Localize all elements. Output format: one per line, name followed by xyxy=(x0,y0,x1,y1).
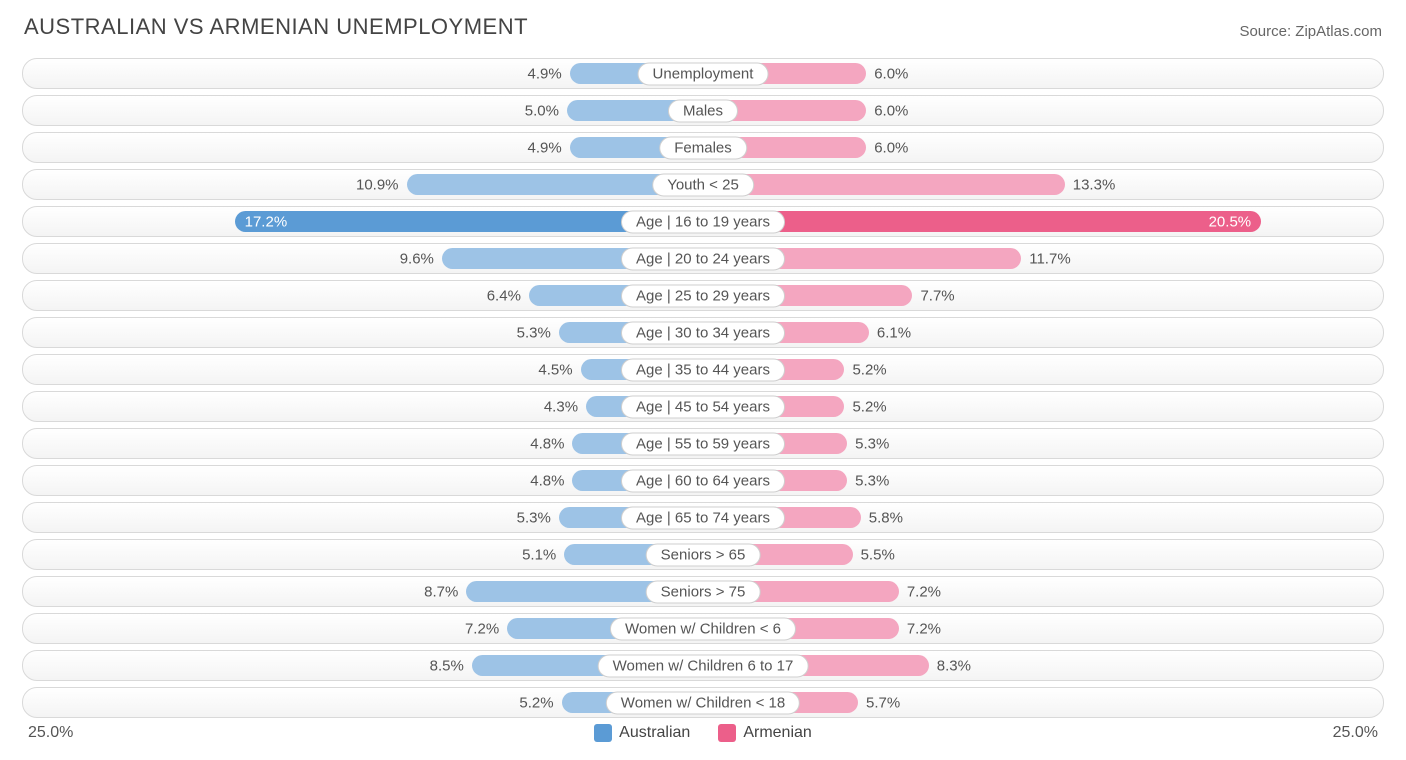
value-australian: 4.9% xyxy=(528,65,562,82)
chart-row: 4.9% 6.0% Unemployment xyxy=(22,58,1384,89)
row-label: Age | 65 to 74 years xyxy=(621,506,785,529)
chart-row: 5.2% 5.7% Women w/ Children < 18 xyxy=(22,687,1384,718)
axis-max-left: 25.0% xyxy=(28,724,73,742)
chart-row: 4.3% 5.2% Age | 45 to 54 years xyxy=(22,391,1384,422)
legend-swatch-armenian xyxy=(718,724,736,742)
row-label: Women w/ Children < 18 xyxy=(606,691,800,714)
row-label: Females xyxy=(659,136,747,159)
chart-row: 5.3% 6.1% Age | 30 to 34 years xyxy=(22,317,1384,348)
value-australian: 8.5% xyxy=(430,657,464,674)
value-armenian: 7.2% xyxy=(907,583,941,600)
value-australian: 5.1% xyxy=(522,546,556,563)
value-australian: 4.5% xyxy=(538,361,572,378)
legend-label-armenian: Armenian xyxy=(743,724,811,742)
row-label: Youth < 25 xyxy=(652,173,754,196)
value-armenian: 20.5% xyxy=(1209,213,1252,230)
value-australian: 4.8% xyxy=(530,435,564,452)
value-armenian: 5.7% xyxy=(866,694,900,711)
value-australian: 5.3% xyxy=(517,509,551,526)
chart-footer: 25.0% Australian Armenian 25.0% xyxy=(22,724,1384,742)
row-label: Age | 60 to 64 years xyxy=(621,469,785,492)
value-australian: 17.2% xyxy=(245,213,288,230)
value-australian: 5.2% xyxy=(519,694,553,711)
chart-row: 4.8% 5.3% Age | 55 to 59 years xyxy=(22,428,1384,459)
chart-header: AUSTRALIAN VS ARMENIAN UNEMPLOYMENT Sour… xyxy=(22,14,1384,40)
chart-row: 5.0% 6.0% Males xyxy=(22,95,1384,126)
chart-row: 9.6% 11.7% Age | 20 to 24 years xyxy=(22,243,1384,274)
value-australian: 7.2% xyxy=(465,620,499,637)
row-label: Age | 55 to 59 years xyxy=(621,432,785,455)
row-label: Age | 45 to 54 years xyxy=(621,395,785,418)
value-armenian: 13.3% xyxy=(1073,176,1116,193)
chart-row: 6.4% 7.7% Age | 25 to 29 years xyxy=(22,280,1384,311)
row-label: Women w/ Children < 6 xyxy=(610,617,796,640)
chart-row: 5.1% 5.5% Seniors > 65 xyxy=(22,539,1384,570)
value-australian: 5.3% xyxy=(517,324,551,341)
chart-row: 4.8% 5.3% Age | 60 to 64 years xyxy=(22,465,1384,496)
value-armenian: 5.8% xyxy=(869,509,903,526)
value-australian: 9.6% xyxy=(400,250,434,267)
legend: Australian Armenian xyxy=(73,724,1332,742)
legend-label-australian: Australian xyxy=(619,724,690,742)
bar-armenian xyxy=(703,174,1065,195)
value-armenian: 5.2% xyxy=(852,398,886,415)
value-armenian: 6.0% xyxy=(874,65,908,82)
value-armenian: 5.2% xyxy=(852,361,886,378)
chart-row: 5.3% 5.8% Age | 65 to 74 years xyxy=(22,502,1384,533)
row-label: Age | 30 to 34 years xyxy=(621,321,785,344)
value-armenian: 6.0% xyxy=(874,139,908,156)
row-label: Age | 35 to 44 years xyxy=(621,358,785,381)
value-armenian: 6.0% xyxy=(874,102,908,119)
value-australian: 4.8% xyxy=(530,472,564,489)
diverging-bar-chart: 4.9% 6.0% Unemployment 5.0% 6.0% Males 4.9% 6.0… xyxy=(22,58,1384,718)
value-armenian: 5.3% xyxy=(855,472,889,489)
value-armenian: 5.5% xyxy=(861,546,895,563)
value-australian: 5.0% xyxy=(525,102,559,119)
value-australian: 4.3% xyxy=(544,398,578,415)
chart-row: 4.5% 5.2% Age | 35 to 44 years xyxy=(22,354,1384,385)
value-australian: 6.4% xyxy=(487,287,521,304)
chart-row: 8.7% 7.2% Seniors > 75 xyxy=(22,576,1384,607)
row-label: Seniors > 75 xyxy=(646,580,761,603)
chart-row: 8.5% 8.3% Women w/ Children 6 to 17 xyxy=(22,650,1384,681)
value-australian: 4.9% xyxy=(528,139,562,156)
chart-row: 17.2% 20.5% Age | 16 to 19 years xyxy=(22,206,1384,237)
row-label: Unemployment xyxy=(638,62,769,85)
bar-armenian xyxy=(703,211,1261,232)
value-armenian: 7.2% xyxy=(907,620,941,637)
row-label: Age | 20 to 24 years xyxy=(621,247,785,270)
row-label: Males xyxy=(668,99,738,122)
axis-max-right: 25.0% xyxy=(1333,724,1378,742)
row-label: Seniors > 65 xyxy=(646,543,761,566)
chart-row: 7.2% 7.2% Women w/ Children < 6 xyxy=(22,613,1384,644)
chart-row: 10.9% 13.3% Youth < 25 xyxy=(22,169,1384,200)
value-armenian: 7.7% xyxy=(920,287,954,304)
value-australian: 10.9% xyxy=(356,176,399,193)
row-label: Age | 25 to 29 years xyxy=(621,284,785,307)
legend-item-armenian: Armenian xyxy=(718,724,811,742)
value-armenian: 5.3% xyxy=(855,435,889,452)
value-armenian: 8.3% xyxy=(937,657,971,674)
chart-row: 4.9% 6.0% Females xyxy=(22,132,1384,163)
chart-title: AUSTRALIAN VS ARMENIAN UNEMPLOYMENT xyxy=(24,14,528,40)
row-label: Age | 16 to 19 years xyxy=(621,210,785,233)
value-australian: 8.7% xyxy=(424,583,458,600)
row-label: Women w/ Children 6 to 17 xyxy=(598,654,809,677)
value-armenian: 6.1% xyxy=(877,324,911,341)
chart-source: Source: ZipAtlas.com xyxy=(1239,23,1382,40)
legend-swatch-australian xyxy=(594,724,612,742)
value-armenian: 11.7% xyxy=(1029,250,1070,267)
legend-item-australian: Australian xyxy=(594,724,690,742)
